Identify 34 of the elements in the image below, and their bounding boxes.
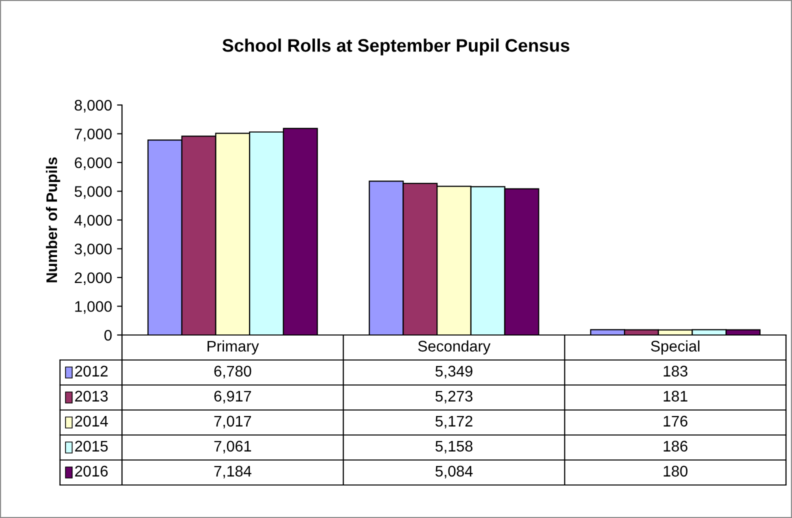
data-label: 7,184 [214, 466, 252, 478]
legend-label: 2016 [75, 466, 108, 477]
data-label: 5,172 [435, 416, 472, 428]
y-axis-title: Number of Pupils [46, 157, 60, 282]
data-label: 176 [664, 416, 688, 427]
y-tick-label: 2,000 [74, 272, 112, 285]
y-tick-label: 0 [104, 330, 112, 341]
data-label: 183 [664, 366, 688, 377]
data-label: 186 [664, 440, 688, 452]
y-tick-label: 8,000 [74, 100, 112, 112]
y-tick-label: 3,000 [74, 244, 112, 256]
legend-label: 2012 [75, 366, 108, 377]
legend-label: 2014 [75, 416, 108, 427]
data-label: 5,158 [435, 440, 472, 454]
y-tick-label: 4,000 [74, 214, 112, 228]
data-label: 6,917 [214, 390, 252, 404]
x-tick-label: Secondary [418, 340, 490, 355]
data-label: 5,273 [435, 390, 472, 404]
legend-label: 2015 [75, 440, 108, 452]
y-tick-label: 1,000 [75, 301, 112, 314]
chart-title: School Rolls at September Pupil Census [222, 38, 570, 56]
y-tick-label: 5,000 [74, 186, 112, 199]
y-tick-label: 7,000 [74, 128, 112, 142]
data-label: 181 [664, 390, 688, 402]
data-label: 180 [664, 466, 688, 477]
data-label: 5,349 [435, 366, 472, 378]
data-label: 6,780 [214, 366, 252, 378]
y-tick-label: 6,000 [74, 157, 112, 170]
x-tick-label: Special [650, 340, 700, 355]
data-label: 5,084 [435, 466, 473, 478]
data-label: 7,017 [214, 416, 252, 428]
data-label: 7,061 [214, 440, 252, 454]
x-tick-label: Primary [208, 340, 259, 355]
legend-label: 2013 [75, 390, 108, 402]
